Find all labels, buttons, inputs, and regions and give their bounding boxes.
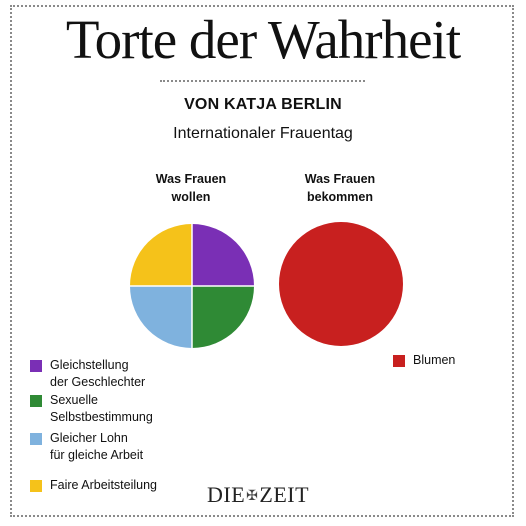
dotted-frame <box>10 5 514 517</box>
pie-title-bekommen: Was Frauen bekommen <box>304 172 376 204</box>
bekommen-slice-0 <box>279 222 403 346</box>
logo-die: DIE <box>207 482 246 507</box>
legend-label: Gleicher Lohn für gleiche Arbeit <box>50 431 144 462</box>
wollen-slice-2 <box>130 286 192 348</box>
legend-swatch <box>30 433 42 445</box>
pie-title-wollen: Was Frauen wollen <box>155 172 227 204</box>
legend-label: Blumen <box>413 353 456 367</box>
legend-swatch <box>30 395 42 407</box>
legend-swatch <box>393 355 405 367</box>
legend-label: Gleichstellung der Geschlechter <box>50 358 146 389</box>
occasion-subtitle: Internationaler Frauentag <box>173 125 353 142</box>
legend-swatch <box>30 360 42 372</box>
logo-zeit: ZEIT <box>259 482 310 507</box>
legend-swatch <box>30 480 42 492</box>
legend-label: Sexuelle Selbstbestimmung <box>50 393 153 424</box>
pie-chart-bekommen <box>279 222 403 346</box>
title-divider <box>160 80 365 82</box>
wollen-slice-3 <box>130 224 192 286</box>
pie-chart-wollen <box>130 224 254 348</box>
eagle-icon: ✠ <box>246 489 259 505</box>
byline: VON KATJA BERLIN <box>184 96 342 113</box>
page-title: Torte der Wahrheit <box>65 9 461 70</box>
die-zeit-logo: DIE✠ZEIT <box>207 482 309 508</box>
legend-label: Faire Arbeitsteilung <box>50 478 158 492</box>
wollen-slice-1 <box>192 286 254 348</box>
wollen-slice-0 <box>192 224 254 286</box>
